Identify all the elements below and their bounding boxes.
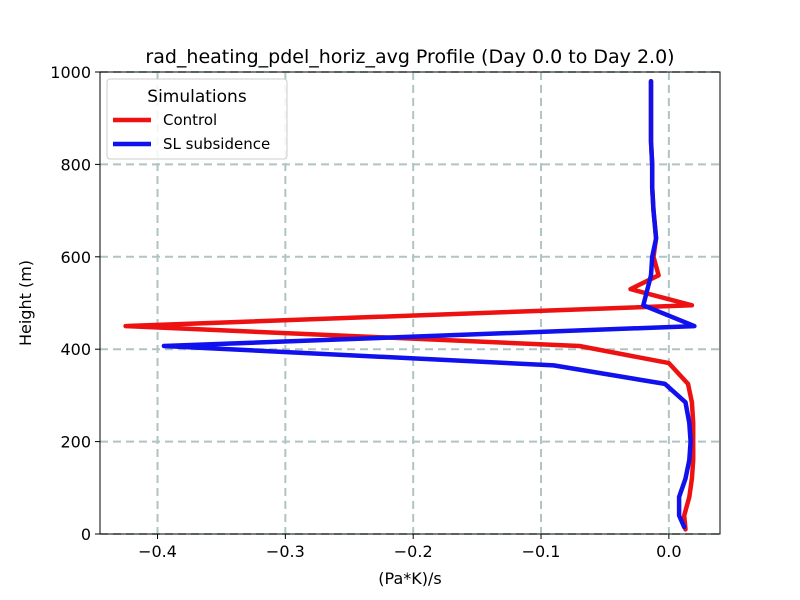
y-tick-label: 800 [60, 155, 91, 174]
legend-label-sl-subsidence: SL subsidence [163, 135, 270, 153]
series-line-sl-subsidence [161, 78, 697, 530]
y-tick-label: 1000 [50, 63, 91, 82]
plot-frame [99, 71, 721, 535]
grid [100, 71, 720, 535]
legend-title: Simulations [147, 87, 247, 107]
y-tick-label: 600 [60, 248, 91, 267]
y-tick-label: 200 [60, 433, 91, 452]
y-tick-label: 400 [60, 340, 91, 359]
legend-box [106, 78, 288, 160]
chart-title: rad_heating_pdel_horiz_avg Profile (Day … [145, 46, 674, 68]
x-axis-label: (Pa*K)/s [378, 569, 441, 588]
y-axis-label: Height (m) [16, 260, 35, 346]
legend: Simulations Control SL subsidence [106, 78, 288, 160]
y-tick-label: 0 [81, 525, 91, 544]
x-tick-label: −0.1 [522, 542, 561, 561]
x-tick-label: 0.0 [656, 542, 681, 561]
x-tick-label: −0.4 [138, 542, 177, 561]
series-group [123, 78, 697, 532]
x-tick-label: −0.3 [266, 542, 305, 561]
legend-label-control: Control [163, 111, 217, 129]
x-tick-label: −0.2 [394, 542, 433, 561]
ticks: −0.4 −0.3 −0.2 −0.1 0.0 0 200 400 600 800 1000 [50, 63, 681, 561]
